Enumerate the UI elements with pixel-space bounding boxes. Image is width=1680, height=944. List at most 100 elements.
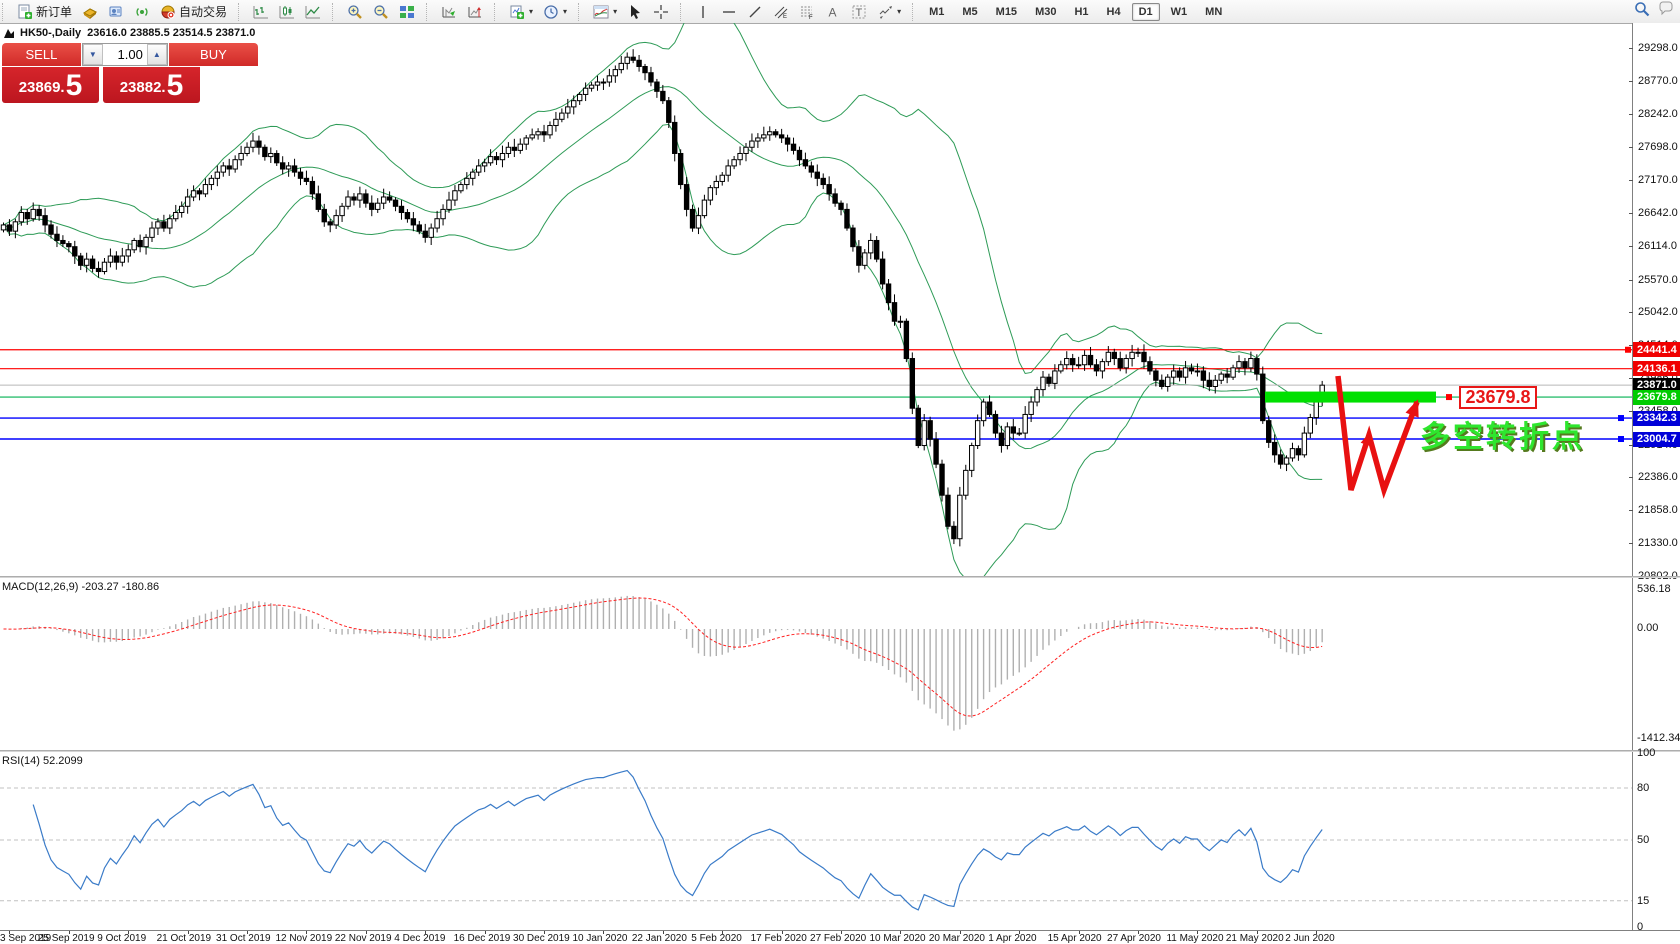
time-axis-tick — [306, 931, 308, 934]
date-label: 11 May 2020 — [1166, 933, 1224, 944]
tile-windows-button[interactable] — [394, 0, 420, 24]
pane-splitter[interactable] — [0, 576, 1680, 578]
tab-timeframe-m5[interactable]: M5 — [962, 5, 978, 18]
line-handle[interactable] — [1618, 436, 1624, 443]
tab-timeframe-m30[interactable]: M30 — [1035, 5, 1057, 18]
candle — [1087, 346, 1094, 368]
candle — [351, 193, 357, 206]
auto-scroll-button[interactable] — [436, 0, 462, 24]
shapes-button[interactable]: ▾ — [872, 0, 906, 24]
macd-canvas[interactable] — [0, 578, 1632, 750]
price-callout-label[interactable]: 23679.8 — [1459, 386, 1537, 410]
candle — [398, 200, 405, 220]
search-icon[interactable] — [1634, 1, 1650, 17]
price-axis[interactable]: 29298.0 28770.0 28242.0 27698.0 27170.0 26642… — [1629, 23, 1680, 930]
main-chart-canvas[interactable] — [0, 23, 1632, 576]
candle — [315, 185, 322, 213]
tab-timeframe-w1[interactable]: W1 — [1170, 5, 1188, 18]
fibonacci-button[interactable]: F — [794, 0, 820, 24]
candle — [464, 172, 470, 190]
new-order-button[interactable]: 新订单 — [12, 0, 77, 24]
profile-button[interactable] — [103, 0, 129, 24]
cursor-button[interactable] — [622, 0, 648, 24]
candle — [903, 318, 910, 363]
tab-timeframe-mn[interactable]: MN — [1205, 5, 1223, 18]
price-tag-23871.0: 23871.0 — [1633, 377, 1680, 393]
candle — [238, 145, 244, 166]
candle — [1075, 356, 1082, 369]
line-handle[interactable] — [1625, 346, 1631, 353]
candle — [1283, 455, 1290, 472]
tab-timeframe-h4[interactable]: H4 — [1106, 5, 1121, 18]
time-axis-tick — [1197, 931, 1199, 934]
candle — [1200, 366, 1207, 389]
indicators-button[interactable]: ▾ — [588, 0, 622, 24]
textlabel-button[interactable]: T — [846, 0, 872, 24]
toolbar-handle[interactable] — [2, 2, 8, 21]
line-handle[interactable] — [1618, 415, 1624, 422]
price-axis-label: 28770.0 — [1638, 74, 1678, 87]
date-label: 4 Dec 2019 — [394, 933, 446, 944]
time-axis[interactable]: 3 Sep 2019 25 Sep 2019 9 Oct 2019 21 Oct 20… — [0, 930, 1680, 944]
new-order-icon — [18, 4, 32, 19]
price-axis-label: 29298.0 — [1638, 41, 1678, 54]
candle — [1289, 442, 1296, 462]
date-label: 27 Apr 2020 — [1107, 933, 1161, 944]
signals-button[interactable] — [129, 0, 155, 24]
cn-annotation-text[interactable]: 多空转折点 — [1420, 421, 1585, 454]
tab-timeframe-m15[interactable]: M15 — [995, 5, 1018, 18]
chat-icon[interactable] — [1658, 1, 1674, 17]
trendline-button[interactable] — [742, 0, 768, 24]
zoom-in-button[interactable] — [342, 0, 368, 24]
tile-windows-icon — [400, 5, 415, 18]
tab-timeframe-h1[interactable]: H1 — [1074, 5, 1089, 18]
candle — [666, 97, 672, 129]
line-handle[interactable] — [1446, 394, 1452, 401]
market-watch-button[interactable] — [77, 0, 103, 24]
candle — [612, 65, 619, 83]
volume-increase-button[interactable]: ▲ — [146, 44, 167, 65]
w-arrow-annotation[interactable] — [1335, 375, 1420, 499]
volume-decrease-button[interactable]: ▼ — [82, 44, 103, 65]
channel-button[interactable]: E — [768, 0, 794, 24]
green-highlight-bar[interactable] — [1265, 391, 1436, 403]
bar-chart-button[interactable] — [248, 0, 274, 24]
buy-price-display[interactable]: 23882. 5 — [103, 67, 200, 103]
profiles-button[interactable]: ▾ — [538, 0, 572, 24]
toolbar-separator — [912, 2, 918, 21]
tab-timeframe-d1[interactable]: D1 — [1131, 2, 1160, 21]
crosshair-button[interactable] — [648, 0, 674, 24]
buy-button[interactable]: BUY — [168, 43, 258, 66]
profiles-icon — [544, 4, 558, 19]
candle — [83, 252, 90, 273]
candle — [820, 173, 826, 190]
hline-icon — [723, 10, 736, 13]
candle — [1022, 406, 1028, 439]
chart-shift-button[interactable] — [462, 0, 488, 24]
zoom-out-button[interactable] — [368, 0, 394, 24]
text-button[interactable]: A — [820, 0, 846, 24]
candle — [256, 135, 262, 155]
tab-timeframe-m1[interactable]: M1 — [929, 5, 945, 18]
volume-input[interactable] — [102, 44, 147, 65]
line-chart-button[interactable] — [300, 0, 326, 24]
hline-button[interactable] — [716, 0, 742, 24]
vline-button[interactable] — [690, 0, 716, 24]
sell-price-display[interactable]: 23869. 5 — [2, 67, 99, 103]
sell-button[interactable]: SELL — [2, 43, 81, 66]
textlabel-icon: T — [852, 5, 866, 19]
candle — [814, 164, 820, 187]
candle-chart-button[interactable] — [274, 0, 300, 24]
candle — [909, 352, 916, 415]
autotrade-button[interactable]: 自动交易 — [155, 0, 232, 24]
candle — [1141, 344, 1147, 369]
candle — [24, 208, 30, 225]
candle — [707, 185, 714, 206]
candle — [535, 128, 541, 140]
rsi-canvas[interactable] — [0, 752, 1632, 929]
candle — [36, 205, 42, 221]
candle — [66, 241, 72, 253]
new-chart-button[interactable]: ▾ — [504, 0, 538, 24]
pane-splitter[interactable] — [0, 750, 1680, 752]
candle — [268, 147, 274, 163]
